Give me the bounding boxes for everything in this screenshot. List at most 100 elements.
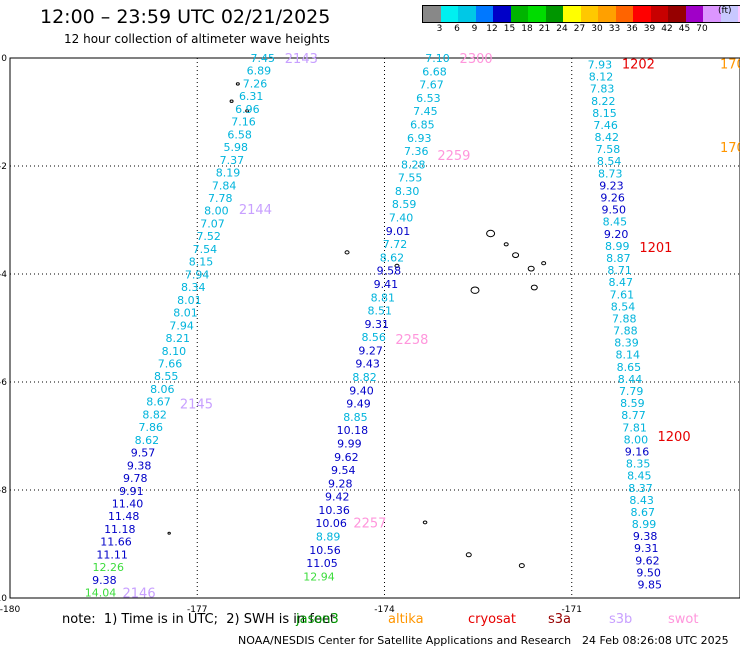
legend-color-box [563, 6, 581, 22]
legend-color-box [720, 6, 738, 22]
legend-color-box [668, 6, 686, 22]
y-tick-label: -4 [0, 270, 7, 280]
legend-unit: (ft) [718, 6, 732, 16]
legend-color-box [650, 6, 668, 22]
satellite-legend-item: s3b [609, 612, 633, 627]
wave-height-label: 8.82 [142, 408, 167, 421]
wave-height-label: 11.18 [104, 523, 136, 536]
wave-height-label: 10.06 [315, 517, 347, 530]
satellite-legend-item: cryosat [468, 612, 516, 627]
wave-height-label: 9.27 [358, 344, 383, 357]
wave-height-label: 8.73 [598, 167, 623, 180]
y-tick-label: -6 [0, 378, 7, 388]
x-tick-label: -180 [0, 605, 20, 615]
wave-height-label: 8.89 [316, 531, 341, 544]
wave-height-label: 9.26 [600, 192, 625, 205]
wave-height-label: 11.66 [100, 536, 132, 549]
wave-height-label: 9.28 [328, 477, 353, 490]
wave-height-label: 8.21 [166, 332, 191, 345]
wave-height-label: 14.04 [85, 587, 117, 600]
wave-height-label: 6.96 [235, 103, 260, 116]
wave-height-label: 8.55 [154, 370, 179, 383]
x-tick-label: -177 [187, 605, 207, 615]
island-outline [465, 552, 472, 558]
wave-height-label: 8.99 [632, 518, 657, 531]
wave-height-label: 8.10 [162, 345, 187, 358]
island-outline [245, 109, 250, 113]
y-tick-label: -8 [0, 486, 7, 496]
wave-height-label: 11.40 [112, 498, 144, 511]
wave-height-label: 9.31 [364, 318, 389, 331]
wave-height-label: 8.15 [592, 107, 617, 120]
legend-label: 39 [643, 24, 656, 34]
wave-height-label: 12.26 [92, 561, 124, 574]
wave-height-label: 8.81 [371, 291, 396, 304]
credit-line: NOAA/NESDIS Center for Satellite Applica… [238, 634, 572, 647]
wave-height-label: 9.54 [331, 464, 356, 477]
wave-height-label: 6.85 [410, 118, 435, 131]
wave-height-label: 7.26 [243, 77, 268, 90]
legend-label: 18 [521, 24, 533, 34]
wave-height-label: 11.48 [108, 510, 140, 523]
wave-height-label: 7.84 [212, 179, 237, 192]
wave-height-label: 7.81 [622, 421, 647, 434]
wave-height-label: 7.94 [185, 268, 210, 281]
wave-height-label: 8.65 [617, 361, 642, 374]
wave-height-label: 9.41 [374, 278, 399, 291]
legend-label: 36 [626, 24, 638, 34]
wave-height-label: 7.10 [425, 52, 450, 65]
wave-height-label: 7.55 [398, 172, 423, 185]
satellite-legend-item: swot [668, 612, 699, 627]
legend-label: 30 [591, 24, 603, 34]
pass-time-label: 2143 [285, 52, 318, 67]
wave-height-label: 5.98 [223, 141, 248, 154]
legend-color-box [633, 6, 651, 22]
legend-label: 21 [538, 24, 551, 34]
legend-label: 70 [696, 24, 708, 34]
wave-height-label: 7.45 [413, 105, 438, 118]
wave-height-label: 8.54 [597, 155, 622, 168]
pass-time-label: 2257 [353, 516, 386, 531]
legend-label: 6 [454, 24, 460, 34]
wave-height-label: 7.88 [612, 312, 637, 325]
pass-time-label: 2259 [437, 149, 470, 164]
legend-color-box [528, 6, 546, 22]
wave-height-label: 7.79 [619, 385, 644, 398]
y-tick-label: -10 [0, 594, 7, 604]
wave-height-label: 9.38 [92, 574, 117, 587]
wave-height-label: 9.50 [636, 566, 661, 579]
wave-height-label: 11.05 [306, 557, 338, 570]
wave-height-label: 8.00 [204, 205, 229, 218]
wave-height-label: 8.39 [614, 337, 639, 350]
wave-height-label: 7.83 [590, 83, 615, 96]
wave-height-label: 9.42 [325, 491, 350, 504]
satellite-legend-item: jason3 [296, 612, 339, 627]
wave-height-label: 8.51 [368, 305, 393, 318]
wave-height-label: 12.94 [303, 570, 335, 583]
wave-height-label: 8.87 [606, 252, 631, 265]
y-tick-label: 0 [1, 54, 7, 64]
island-outline [527, 265, 535, 272]
wave-height-label: 8.62 [135, 434, 160, 447]
wave-height-label: 7.67 [419, 79, 444, 92]
legend-color-box [510, 6, 528, 22]
wave-height-label: 8.56 [361, 331, 386, 344]
wave-height-label: 6.68 [422, 65, 447, 78]
wave-height-label: 7.94 [169, 319, 194, 332]
legend-label: 33 [608, 24, 621, 34]
legend-color-box [440, 6, 458, 22]
wave-height-label: 8.67 [631, 506, 656, 519]
map-title: 12:00 – 23:59 UTC 02/21/2025 [40, 6, 331, 28]
wave-height-label: 9.58 [377, 265, 402, 278]
wave-height-label: 7.36 [404, 145, 429, 158]
legend-color-box [598, 6, 616, 22]
island-outline [167, 531, 171, 535]
x-tick-label: -171 [562, 605, 582, 615]
legend-label: 9 [471, 24, 478, 34]
satellite-legend-item: s3a [548, 612, 572, 627]
legend-color-box [458, 6, 476, 22]
island-outline [344, 250, 350, 255]
island-outline [422, 520, 428, 525]
map-frame [9, 57, 740, 599]
wave-height-label: 10.36 [318, 504, 350, 517]
